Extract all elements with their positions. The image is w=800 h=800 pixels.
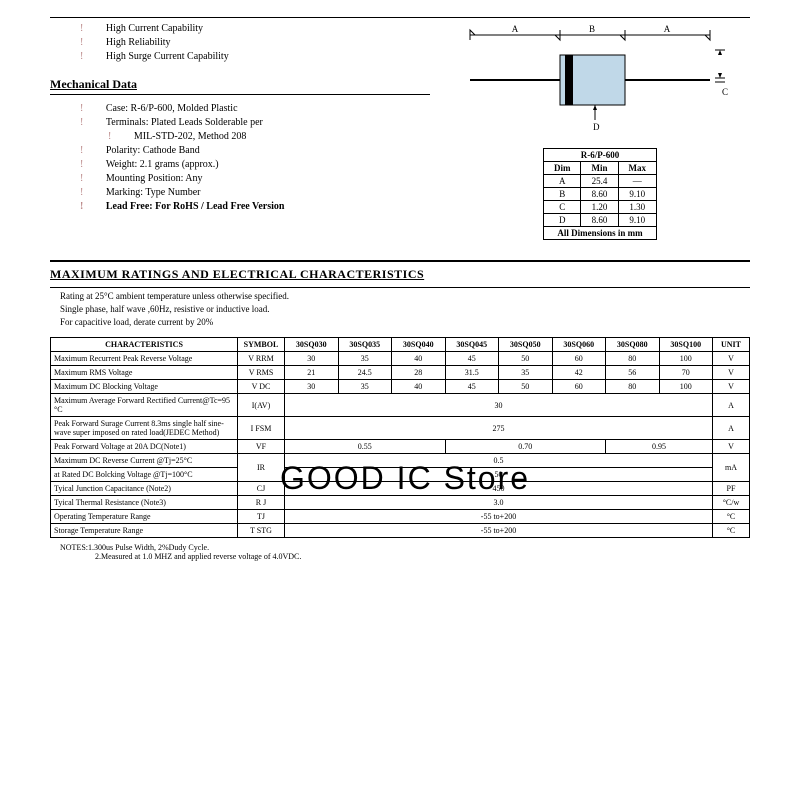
svg-text:A: A xyxy=(512,24,519,34)
feature-item: High Surge Current Capability xyxy=(80,51,430,62)
footnotes: NOTES:1.300us Pulse Width, 2%Dudy Cycle.… xyxy=(60,543,750,561)
svg-text:A: A xyxy=(664,24,671,34)
package-diagram: A B A C D xyxy=(450,20,730,140)
mechanical-header: Mechanical Data xyxy=(50,77,430,95)
characteristics-table: CHARACTERISTICS SYMBOL 30SQ030 30SQ035 3… xyxy=(50,337,750,538)
svg-text:B: B xyxy=(589,24,595,34)
feature-item: High Reliability xyxy=(80,37,430,48)
svg-text:C: C xyxy=(722,87,728,97)
dimensions-table: R-6/P-600 Dim Min Max A25.4— B8.609.10 C… xyxy=(543,148,657,240)
mechanical-list: Case: R-6/P-600, Molded Plastic Terminal… xyxy=(80,103,430,212)
svg-text:D: D xyxy=(593,122,600,132)
ratings-title: MAXIMUM RATINGS AND ELECTRICAL CHARACTER… xyxy=(50,267,750,282)
features-list: High Current Capability High Reliability… xyxy=(80,23,430,62)
feature-item: High Current Capability xyxy=(80,23,430,34)
